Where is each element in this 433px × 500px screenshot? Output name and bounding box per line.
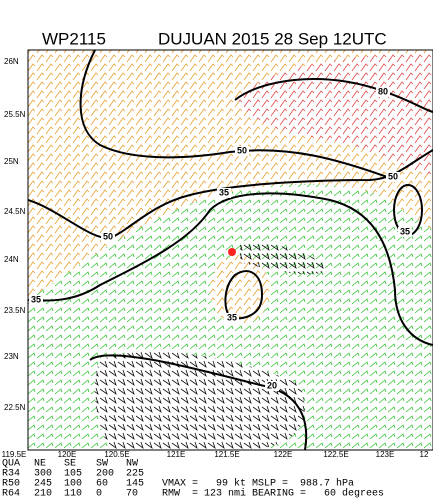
table-cell: R64 xyxy=(2,489,20,500)
lon-label: 121E xyxy=(167,450,186,459)
table-header: NE xyxy=(34,459,46,470)
lat-label: 25N xyxy=(4,157,19,166)
contour-label: 35 xyxy=(219,187,229,197)
table-cell: 60 xyxy=(96,479,108,490)
contour-label-bg xyxy=(386,172,400,182)
lat-label: 25.5N xyxy=(4,110,26,119)
wind-red xyxy=(238,52,433,175)
table-cell: 200 xyxy=(96,469,114,480)
contour xyxy=(28,149,433,240)
lat-label: 23.5N xyxy=(4,306,26,315)
contour-label: 20 xyxy=(267,380,277,390)
table-cell: 145 xyxy=(126,479,144,490)
storm-id: WP2115 xyxy=(42,29,106,48)
title: DUJUAN 2015 28 Sep 12UTC xyxy=(158,29,387,48)
contour-label: 35 xyxy=(31,294,41,304)
lon-label: 123E xyxy=(376,450,395,459)
frame xyxy=(27,49,433,451)
stat-line: RMW = 123 nmi BEARING = 60 degrees xyxy=(162,488,384,500)
contour-label-bg xyxy=(265,381,279,391)
table-header: NW xyxy=(126,459,138,470)
table-cell: R50 xyxy=(2,479,20,490)
contour-label-bg xyxy=(225,313,239,323)
contour-label-bg xyxy=(29,295,43,305)
table-cell: R34 xyxy=(2,469,20,480)
table-cell: 245 xyxy=(34,479,52,490)
contour-label-bg xyxy=(235,146,249,156)
contour-label: 35 xyxy=(400,226,410,236)
lat-label: 23N xyxy=(4,352,19,361)
stat-line: VMAX = 99 kt MSLP = 988.7 hPa xyxy=(162,478,354,490)
contour xyxy=(79,50,391,179)
lat-label: 22.5N xyxy=(4,403,26,412)
contour-label-bg xyxy=(217,188,231,198)
table-cell: 110 xyxy=(64,489,82,500)
lat-label: 26N xyxy=(4,57,19,66)
contour-label-bg xyxy=(398,227,412,237)
lon-label: 120E xyxy=(58,450,77,459)
contours xyxy=(28,50,433,450)
contour xyxy=(28,192,433,346)
lon-label: 119.5E xyxy=(2,450,27,459)
contour-label: 50 xyxy=(103,231,113,241)
contour xyxy=(89,354,308,450)
lon-label: 120.5E xyxy=(104,450,129,459)
contour-label: 50 xyxy=(388,171,398,181)
contour xyxy=(234,78,433,113)
lon-label: 122E xyxy=(274,450,293,459)
lat-label: 24.5N xyxy=(4,207,26,216)
table-cell: 100 xyxy=(64,479,82,490)
plot-area xyxy=(28,50,433,450)
wind-black xyxy=(94,351,305,450)
table-cell: 225 xyxy=(126,469,144,480)
lat-label: 24N xyxy=(4,255,19,264)
table-header: SW xyxy=(96,459,108,470)
table-cell: 210 xyxy=(34,489,52,500)
table-cell: 70 xyxy=(126,489,138,500)
storm-center xyxy=(228,248,236,256)
contour xyxy=(224,270,264,320)
table-header: QUA xyxy=(2,459,20,470)
lon-label: 121.5E xyxy=(214,450,239,459)
table-cell: 0 xyxy=(96,489,102,500)
contour-label: 80 xyxy=(378,86,388,96)
lon-label: 12 xyxy=(420,450,429,459)
wind-black-core xyxy=(240,243,330,275)
table-cell: 300 xyxy=(34,469,52,480)
table-header: SE xyxy=(64,459,76,470)
lon-label: 122.5E xyxy=(323,450,348,459)
contour-label-bg xyxy=(101,232,115,242)
table-cell: 105 xyxy=(64,469,82,480)
contour-label: 50 xyxy=(237,145,247,155)
contour-label-bg xyxy=(376,87,390,97)
contour-label: 35 xyxy=(227,312,237,322)
